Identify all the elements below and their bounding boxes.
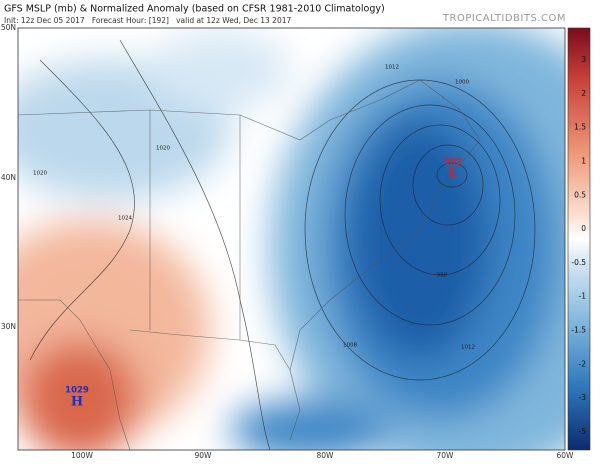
lat-label: 40N xyxy=(1,173,16,182)
pressure-value: 1029 xyxy=(65,386,89,396)
lon-label: 60W xyxy=(557,451,575,460)
colorbar-label: 2 xyxy=(581,89,586,98)
lon-label: 100W xyxy=(71,451,93,460)
colorbar-label: 1 xyxy=(581,156,586,165)
map-title: GFS MSLP (mb) & Normalized Anomaly (base… xyxy=(4,4,385,15)
pressure-value: 982 xyxy=(444,158,462,168)
lat-label: 50N xyxy=(1,23,16,32)
lon-label: 70W xyxy=(437,451,455,460)
colorbar-label: -2 xyxy=(579,359,587,368)
pressure-symbol: H xyxy=(71,395,83,410)
colorbar xyxy=(567,27,591,451)
colorbar-label: -3 xyxy=(579,393,587,402)
lon-label: 80W xyxy=(317,451,335,460)
colorbar-label: -5 xyxy=(579,427,587,436)
colorbar-label: 0 xyxy=(581,224,586,233)
colorbar-label: -1.5 xyxy=(571,326,586,335)
isobar-label: 1008 xyxy=(343,343,357,349)
isobar-label: 1012 xyxy=(385,65,399,71)
lon-label: 90W xyxy=(195,451,213,460)
isobar-label: 988 xyxy=(437,273,448,279)
pressure-symbol: L xyxy=(448,167,457,182)
map-field xyxy=(18,28,565,450)
credit: TROPICALTIDBITS.COM xyxy=(442,13,566,24)
map-subtitle: Init: 12z Dec 05 2017 Forecast Hour: [19… xyxy=(4,16,292,25)
colorbar-label: 3 xyxy=(581,55,586,64)
colorbar-label: 0.5 xyxy=(574,190,586,199)
colorbar-label: 1.5 xyxy=(574,123,586,132)
isobar-label: 1000 xyxy=(455,80,469,86)
colorbar-label: -1 xyxy=(579,292,587,301)
isobar-label: 1020 xyxy=(156,146,170,152)
map-frame xyxy=(17,27,566,451)
colorbar-label: -0.5 xyxy=(571,258,586,267)
isobar-label: 1020 xyxy=(33,171,47,177)
isobar-label: 1012 xyxy=(461,345,475,351)
lat-label: 30N xyxy=(1,322,16,331)
isobar-label: 1024 xyxy=(118,216,132,222)
